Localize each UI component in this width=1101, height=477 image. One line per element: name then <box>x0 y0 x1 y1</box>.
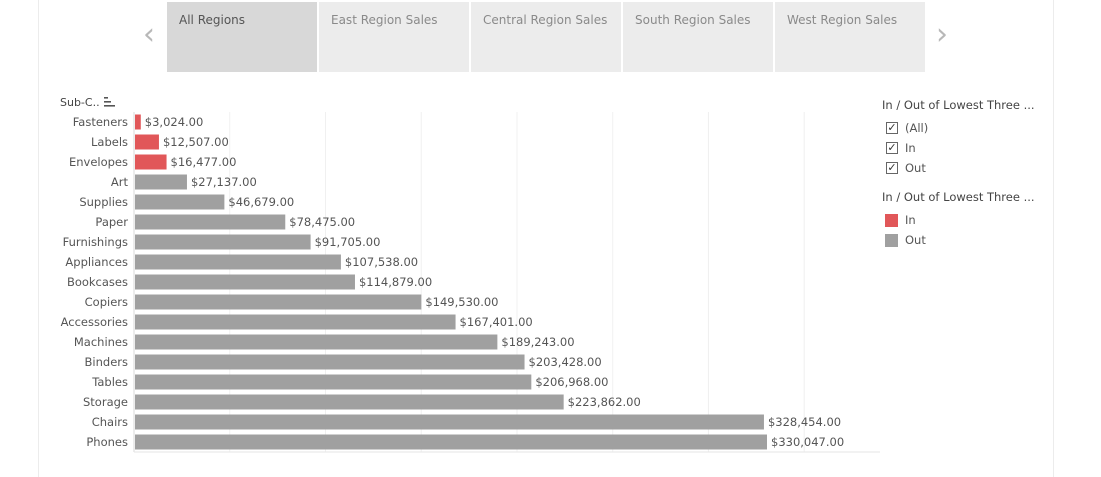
category-label[interactable]: Storage <box>83 395 128 409</box>
color-legend-item-in[interactable]: In <box>882 210 1035 230</box>
tab-east-region-sales[interactable]: East Region Sales <box>319 2 469 72</box>
value-label: $114,879.00 <box>359 275 432 289</box>
category-label[interactable]: Supplies <box>79 195 128 209</box>
value-label: $203,428.00 <box>529 355 602 369</box>
bar[interactable] <box>135 314 456 330</box>
dashboard-right-border <box>1053 0 1054 477</box>
color-swatch <box>885 233 898 247</box>
category-label[interactable]: Art <box>111 175 129 189</box>
value-label: $27,137.00 <box>191 175 257 189</box>
value-label: $107,538.00 <box>345 255 418 269</box>
value-label: $206,968.00 <box>535 375 608 389</box>
filter-item-label: Out <box>905 161 926 175</box>
checkbox-icon[interactable]: ✓ <box>886 141 898 154</box>
bar[interactable] <box>135 434 767 450</box>
color-legend-label: In <box>905 213 916 227</box>
color-legend-item-out[interactable]: Out <box>882 230 1035 250</box>
bar[interactable] <box>135 134 159 150</box>
category-label[interactable]: Chairs <box>92 415 128 429</box>
category-label[interactable]: Envelopes <box>69 155 128 169</box>
tab-south-region-sales[interactable]: South Region Sales <box>623 2 773 72</box>
chevron-right-icon[interactable]: › <box>936 17 948 52</box>
category-label[interactable]: Tables <box>91 375 128 389</box>
value-label: $330,047.00 <box>771 435 844 449</box>
filter-item-in[interactable]: ✓ In <box>882 138 1035 158</box>
category-label[interactable]: Paper <box>95 215 128 229</box>
bar[interactable] <box>135 154 167 170</box>
bar[interactable] <box>135 234 311 250</box>
color-legend: In / Out of Lowest Three ... In Out <box>882 190 1035 250</box>
bar[interactable] <box>135 394 564 410</box>
checkbox-icon[interactable]: ✓ <box>886 121 898 134</box>
category-label[interactable]: Fasteners <box>73 115 128 129</box>
bar[interactable] <box>135 194 225 210</box>
bar[interactable] <box>135 354 525 370</box>
bar[interactable] <box>135 254 341 270</box>
value-label: $3,024.00 <box>145 115 204 129</box>
category-label[interactable]: Binders <box>85 355 128 369</box>
filter-item-all[interactable]: ✓ (All) <box>882 118 1035 138</box>
filter-item-label: (All) <box>905 121 929 135</box>
filter-legend: In / Out of Lowest Three ... ✓ (All) ✓ In ✓ O… <box>882 98 1035 178</box>
value-label: $189,243.00 <box>501 335 574 349</box>
sort-ascending-icon[interactable] <box>103 96 116 110</box>
bar[interactable] <box>135 274 355 290</box>
checkbox-icon[interactable]: ✓ <box>886 161 898 174</box>
sub-category-header[interactable]: Sub-C.. <box>60 96 116 110</box>
value-label: $167,401.00 <box>460 315 533 329</box>
color-legend-label: Out <box>905 233 926 247</box>
bar[interactable] <box>135 174 187 190</box>
category-label[interactable]: Furnishings <box>63 235 128 249</box>
bar[interactable] <box>135 334 498 350</box>
filter-legend-title: In / Out of Lowest Three ... <box>882 98 1035 112</box>
value-label: $223,862.00 <box>568 395 641 409</box>
category-label[interactable]: Labels <box>91 135 128 149</box>
category-label[interactable]: Accessories <box>61 315 128 329</box>
category-label[interactable]: Machines <box>74 335 128 349</box>
category-label[interactable]: Copiers <box>85 295 128 309</box>
tab-west-region-sales[interactable]: West Region Sales <box>775 2 925 72</box>
value-label: $46,679.00 <box>228 195 294 209</box>
filter-item-label: In <box>905 141 916 155</box>
category-label[interactable]: Phones <box>86 435 128 449</box>
value-label: $328,454.00 <box>768 415 841 429</box>
color-legend-title: In / Out of Lowest Three ... <box>882 190 1035 204</box>
bar[interactable] <box>135 114 141 130</box>
color-swatch <box>885 213 898 227</box>
tab-central-region-sales[interactable]: Central Region Sales <box>471 2 621 72</box>
category-label[interactable]: Appliances <box>65 255 128 269</box>
region-tabs: All Regions East Region Sales Central Regi… <box>167 2 927 72</box>
tab-all-regions[interactable]: All Regions <box>167 2 317 72</box>
bar[interactable] <box>135 214 286 230</box>
value-label: $91,705.00 <box>315 235 381 249</box>
filter-item-out[interactable]: ✓ Out <box>882 158 1035 178</box>
value-label: $12,507.00 <box>163 135 229 149</box>
chevron-left-icon[interactable]: ‹ <box>143 17 155 52</box>
bar[interactable] <box>135 294 422 310</box>
bar[interactable] <box>135 374 532 390</box>
bar[interactable] <box>135 414 764 430</box>
row-header-label: Sub-C.. <box>60 96 100 109</box>
value-label: $149,530.00 <box>425 295 498 309</box>
value-label: $16,477.00 <box>171 155 237 169</box>
dashboard-left-border <box>38 0 39 477</box>
category-label[interactable]: Bookcases <box>67 275 128 289</box>
value-label: $78,475.00 <box>289 215 355 229</box>
